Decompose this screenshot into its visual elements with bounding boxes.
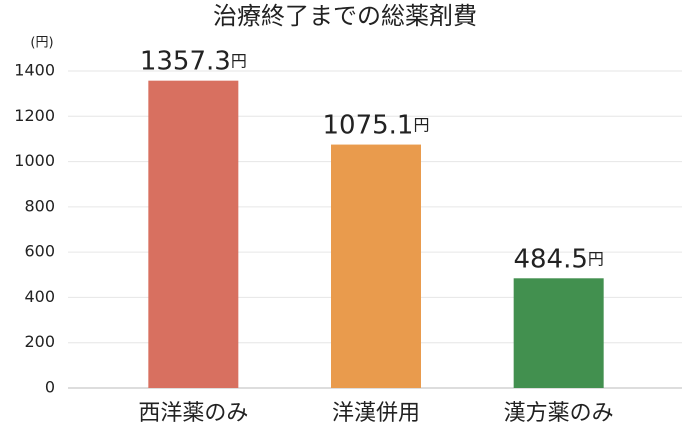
x-tick-label: 西洋薬のみ [138,401,248,426]
bar [513,278,604,388]
y-unit: (円) [30,36,53,51]
bar [148,80,239,388]
y-tick-label: 400 [24,287,55,306]
value-label: 484.5円 [513,244,603,274]
value-label: 1357.3円 [140,46,247,76]
y-tick-label: 1200 [14,106,55,125]
value-label: 1075.1円 [323,110,430,140]
x-tick-label: 漢方薬のみ [504,401,614,426]
y-tick-label: 1400 [14,61,55,80]
y-tick-label: 0 [45,378,55,397]
y-tick-label: 200 [24,332,55,351]
y-tick-label: 1000 [14,151,55,170]
chart-title: 治療終了までの総薬剤費 [213,2,477,30]
x-tick-label: 洋漢併用 [332,401,420,426]
y-tick-label: 800 [24,196,55,215]
y-tick-label: 600 [24,242,55,261]
bar [331,144,421,388]
